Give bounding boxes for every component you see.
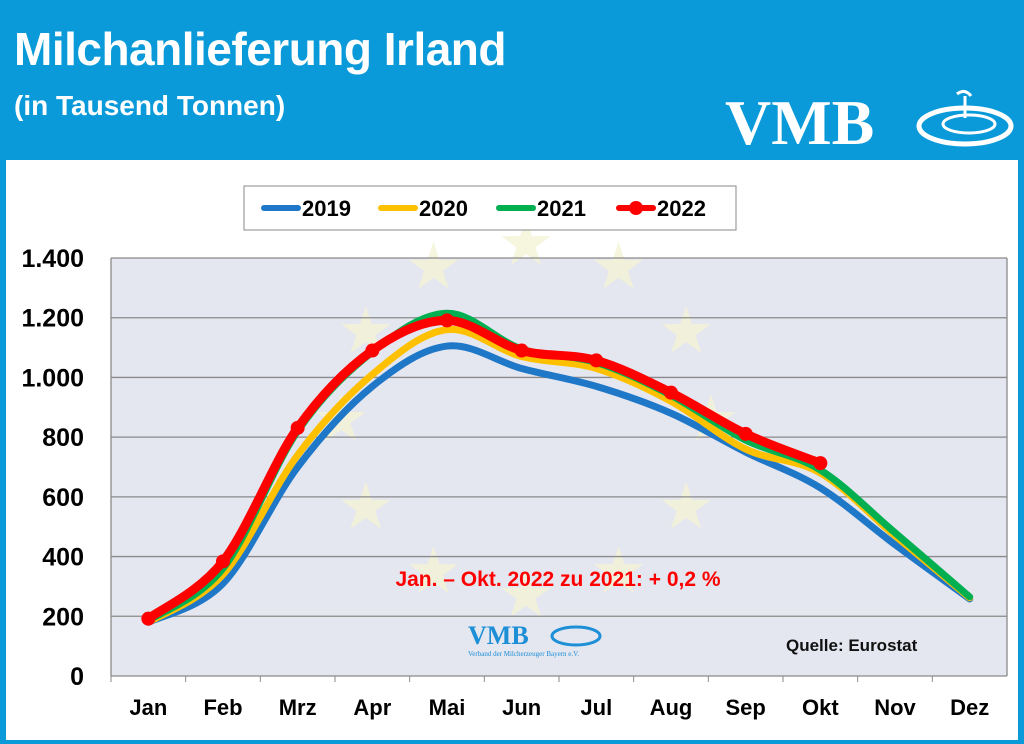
data-point-2022 [813, 456, 828, 471]
x-tick-label: Nov [874, 695, 916, 720]
y-tick-label: 400 [42, 544, 84, 572]
vmb-logo: VMB [725, 88, 1014, 150]
x-tick-label: Mrz [279, 695, 317, 720]
legend: 2019 2020 2021 2022 [243, 185, 737, 231]
star [593, 546, 644, 594]
y-tick-label: 0 [70, 663, 84, 691]
y-tick-label: 1.000 [21, 364, 84, 392]
legend-label-2019: 2019 [302, 196, 351, 221]
y-tick-label: 1.200 [21, 305, 84, 333]
x-tick-label: Sep [725, 695, 765, 720]
x-tick-label: Jan [129, 695, 167, 720]
legend-marker-2022 [629, 201, 643, 215]
svg-text:Verband der Milcherzeuger Baye: Verband der Milcherzeuger Bayern e.V. [468, 650, 579, 658]
plot-area [111, 258, 1007, 676]
x-tick-label: Aug [650, 695, 693, 720]
x-tick-label: Jul [580, 695, 612, 720]
star [408, 546, 459, 594]
data-point-2022 [216, 554, 230, 569]
x-tick-label: Jun [502, 695, 541, 720]
x-tick-label: Apr [353, 695, 391, 720]
vmb-watermark: VMB Verband der Milcherzeuger Bayern e.V… [468, 621, 602, 658]
star [661, 306, 711, 354]
data-point-2022 [141, 611, 156, 626]
y-tick-label: 600 [42, 484, 84, 512]
series-line-2019 [144, 342, 974, 626]
vmb-logo-text: VMB [725, 88, 874, 150]
source-text: Quelle: Eurostat [786, 636, 918, 655]
x-tick-label: Okt [802, 695, 839, 720]
star [593, 241, 644, 289]
annotation-text: Jan. – Okt. 2022 zu 2021: + 0,2 % [395, 568, 720, 591]
star [501, 218, 551, 266]
data-point-2022 [738, 426, 753, 441]
y-tick-label: 800 [42, 424, 84, 452]
svg-text:VMB: VMB [468, 621, 529, 650]
data-point-2022 [365, 343, 380, 358]
page-title: Milchanlieferung Irland [14, 23, 507, 75]
x-tick-label: Feb [203, 695, 242, 720]
data-point-2022 [514, 343, 529, 358]
series-line-2022 [143, 315, 825, 624]
data-point-2022 [440, 313, 454, 328]
legend-label-2022: 2022 [657, 196, 706, 221]
star [341, 481, 391, 529]
page-subtitle: (in Tausend Tonnen) [14, 90, 286, 121]
data-point-2022 [290, 420, 305, 435]
star [661, 481, 711, 529]
star [408, 241, 459, 289]
legend-label-2021: 2021 [537, 196, 586, 221]
star [341, 306, 391, 354]
data-point-2022 [589, 353, 604, 368]
y-tick-label: 1.400 [21, 245, 84, 273]
x-tick-label: Mai [429, 695, 466, 720]
chart-frame: 0 200 400 600 800 1.000 1.200 1.400 Jan Feb Mrz Apr… [4, 158, 1020, 742]
data-point-2022 [664, 385, 678, 400]
y-tick-label: 200 [42, 603, 84, 631]
star [501, 569, 551, 617]
x-tick-label: Dez [950, 695, 989, 720]
legend-label-2020: 2020 [419, 196, 468, 221]
line-chart: 0 200 400 600 800 1.000 1.200 1.400 Jan Feb Mrz Apr… [21, 185, 1008, 720]
